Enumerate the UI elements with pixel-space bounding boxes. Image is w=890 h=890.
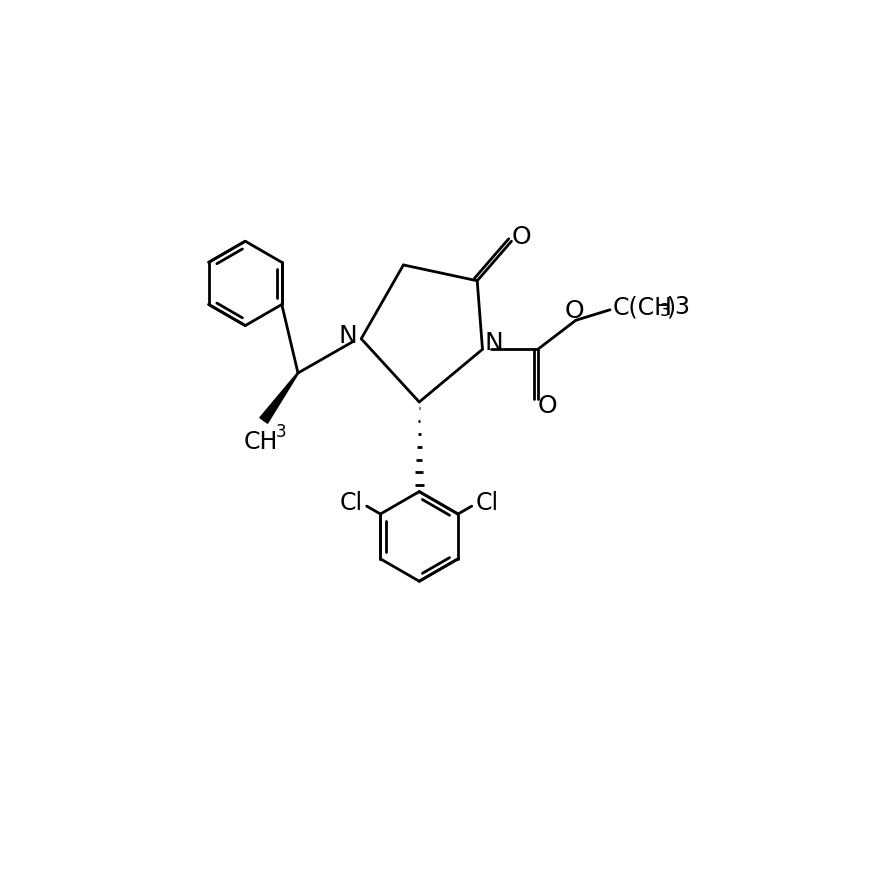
Text: N: N (339, 324, 358, 348)
Text: N: N (485, 331, 504, 355)
Text: 3: 3 (660, 302, 671, 320)
Text: O: O (511, 225, 530, 249)
Text: 3: 3 (675, 295, 690, 320)
Text: Cl: Cl (476, 491, 499, 515)
Text: Cl: Cl (339, 491, 362, 515)
Text: O: O (538, 393, 557, 417)
Text: 3: 3 (275, 424, 286, 441)
Text: ): ) (667, 295, 676, 320)
Text: O: O (564, 299, 584, 323)
Polygon shape (260, 373, 298, 424)
Text: CH: CH (244, 430, 279, 454)
Text: C(CH: C(CH (612, 295, 673, 320)
